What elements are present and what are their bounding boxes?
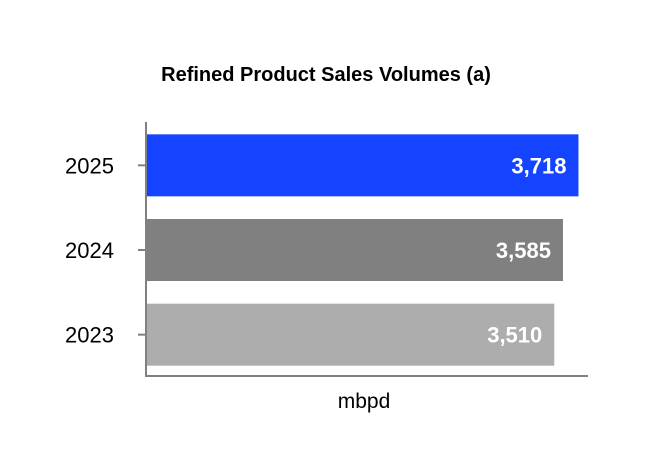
value-label-2025: 3,718 — [511, 153, 566, 178]
x-axis-label: mbpd — [338, 390, 391, 413]
bar-2023 — [147, 303, 555, 366]
bar-2024 — [147, 219, 563, 281]
category-label-2024: 2024 — [65, 238, 114, 263]
chart-title: Refined Product Sales Volumes (a) — [161, 64, 491, 86]
bar-2025 — [147, 134, 579, 197]
category-label-2023: 2023 — [65, 323, 114, 348]
bars-layer: 3,718 2025 3,585 2024 3,510 2023 — [65, 134, 579, 366]
value-label-2023: 3,510 — [487, 323, 542, 348]
value-label-2024: 3,585 — [496, 238, 551, 263]
category-label-2025: 2025 — [65, 153, 114, 178]
